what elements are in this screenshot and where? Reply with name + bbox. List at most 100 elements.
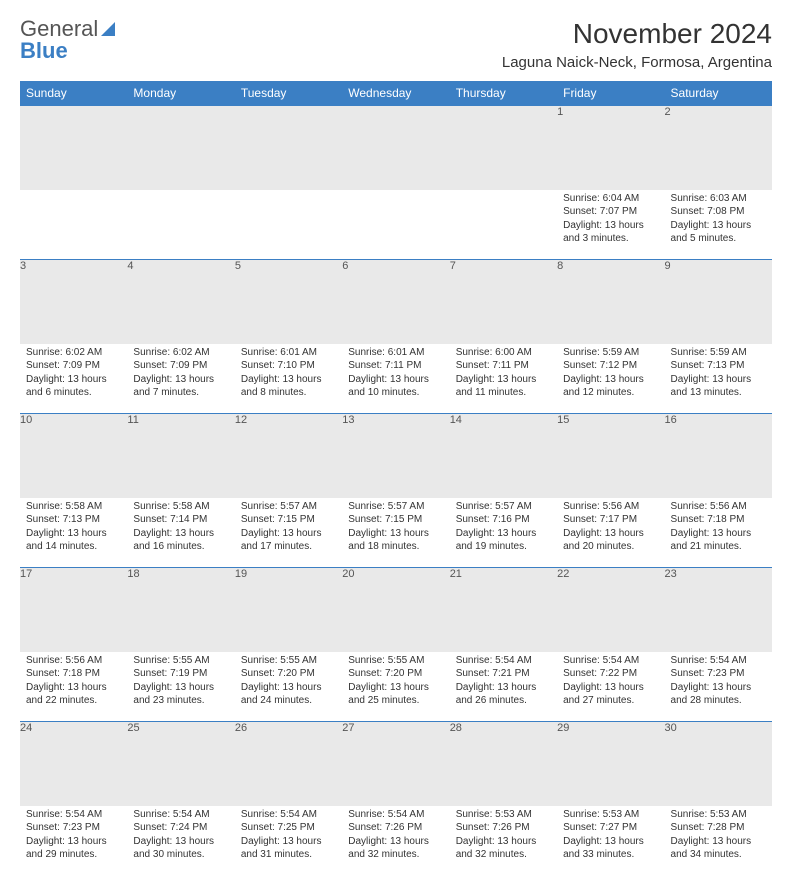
daylight-value: Daylight: 13 hours and 18 minutes. xyxy=(348,527,443,554)
sunset-value: Sunset: 7:28 PM xyxy=(671,821,766,835)
daylight-value: Daylight: 13 hours and 13 minutes. xyxy=(671,373,766,400)
day-header: Tuesday xyxy=(235,81,342,106)
day-cell: Sunrise: 5:56 AMSunset: 7:18 PMDaylight:… xyxy=(20,652,127,722)
sunset-value: Sunset: 7:14 PM xyxy=(133,513,228,527)
day-number-cell xyxy=(450,106,557,190)
day-number-cell: 23 xyxy=(665,568,772,652)
sunrise-value: Sunrise: 6:02 AM xyxy=(26,346,121,360)
sunrise-value: Sunrise: 5:55 AM xyxy=(241,654,336,668)
day-header: Saturday xyxy=(665,81,772,106)
sunset-value: Sunset: 7:13 PM xyxy=(26,513,121,527)
daylight-value: Daylight: 13 hours and 26 minutes. xyxy=(456,681,551,708)
day-number-cell: 18 xyxy=(127,568,234,652)
day-cell: Sunrise: 6:02 AMSunset: 7:09 PMDaylight:… xyxy=(20,344,127,414)
daylight-value: Daylight: 13 hours and 25 minutes. xyxy=(348,681,443,708)
day-cell: Sunrise: 5:53 AMSunset: 7:27 PMDaylight:… xyxy=(557,806,664,876)
daylight-value: Daylight: 13 hours and 32 minutes. xyxy=(348,835,443,862)
daylight-value: Daylight: 13 hours and 19 minutes. xyxy=(456,527,551,554)
daylight-value: Daylight: 13 hours and 20 minutes. xyxy=(563,527,658,554)
sunset-value: Sunset: 7:24 PM xyxy=(133,821,228,835)
title-block: November 2024 Laguna Naick-Neck, Formosa… xyxy=(502,18,772,71)
day-number-cell: 30 xyxy=(665,722,772,806)
daylight-value: Daylight: 13 hours and 27 minutes. xyxy=(563,681,658,708)
sunrise-value: Sunrise: 5:58 AM xyxy=(26,500,121,514)
day-number-cell: 16 xyxy=(665,414,772,498)
sunset-value: Sunset: 7:25 PM xyxy=(241,821,336,835)
sunrise-value: Sunrise: 5:55 AM xyxy=(133,654,228,668)
day-cell: Sunrise: 5:54 AMSunset: 7:24 PMDaylight:… xyxy=(127,806,234,876)
daylight-value: Daylight: 13 hours and 28 minutes. xyxy=(671,681,766,708)
day-cell: Sunrise: 5:54 AMSunset: 7:22 PMDaylight:… xyxy=(557,652,664,722)
day-cell: Sunrise: 6:00 AMSunset: 7:11 PMDaylight:… xyxy=(450,344,557,414)
sunset-value: Sunset: 7:20 PM xyxy=(348,667,443,681)
day-number-cell xyxy=(127,106,234,190)
day-cell: Sunrise: 5:55 AMSunset: 7:20 PMDaylight:… xyxy=(235,652,342,722)
daylight-value: Daylight: 13 hours and 31 minutes. xyxy=(241,835,336,862)
day-number-cell xyxy=(20,106,127,190)
sunset-value: Sunset: 7:08 PM xyxy=(671,205,766,219)
day-number-cell: 24 xyxy=(20,722,127,806)
calendar-table: SundayMondayTuesdayWednesdayThursdayFrid… xyxy=(20,81,772,876)
sunrise-value: Sunrise: 5:53 AM xyxy=(563,808,658,822)
page-header: General Blue November 2024 Laguna Naick-… xyxy=(20,18,772,71)
sunrise-value: Sunrise: 6:01 AM xyxy=(348,346,443,360)
day-cell: Sunrise: 6:03 AMSunset: 7:08 PMDaylight:… xyxy=(665,190,772,260)
daylight-value: Daylight: 13 hours and 34 minutes. xyxy=(671,835,766,862)
day-cell: Sunrise: 5:57 AMSunset: 7:15 PMDaylight:… xyxy=(235,498,342,568)
sunrise-value: Sunrise: 5:58 AM xyxy=(133,500,228,514)
daylight-value: Daylight: 13 hours and 3 minutes. xyxy=(563,219,658,246)
day-cell: Sunrise: 5:58 AMSunset: 7:13 PMDaylight:… xyxy=(20,498,127,568)
location-subtitle: Laguna Naick-Neck, Formosa, Argentina xyxy=(502,54,772,71)
day-number-cell: 4 xyxy=(127,260,234,344)
day-number-cell: 25 xyxy=(127,722,234,806)
sunset-value: Sunset: 7:11 PM xyxy=(348,359,443,373)
day-cell: Sunrise: 6:04 AMSunset: 7:07 PMDaylight:… xyxy=(557,190,664,260)
daylight-value: Daylight: 13 hours and 6 minutes. xyxy=(26,373,121,400)
day-cell: Sunrise: 6:02 AMSunset: 7:09 PMDaylight:… xyxy=(127,344,234,414)
sunset-value: Sunset: 7:09 PM xyxy=(133,359,228,373)
day-number-cell: 19 xyxy=(235,568,342,652)
sunrise-value: Sunrise: 5:54 AM xyxy=(456,654,551,668)
logo-triangle-icon xyxy=(101,22,115,36)
sunset-value: Sunset: 7:23 PM xyxy=(26,821,121,835)
daylight-value: Daylight: 13 hours and 5 minutes. xyxy=(671,219,766,246)
brand-logo: General Blue xyxy=(20,18,115,62)
sunset-value: Sunset: 7:12 PM xyxy=(563,359,658,373)
sunrise-value: Sunrise: 5:56 AM xyxy=(26,654,121,668)
day-cell: Sunrise: 5:58 AMSunset: 7:14 PMDaylight:… xyxy=(127,498,234,568)
sunrise-value: Sunrise: 5:53 AM xyxy=(456,808,551,822)
sunset-value: Sunset: 7:18 PM xyxy=(26,667,121,681)
sunset-value: Sunset: 7:15 PM xyxy=(348,513,443,527)
sunrise-value: Sunrise: 5:54 AM xyxy=(563,654,658,668)
day-cell xyxy=(127,190,234,260)
day-number-cell: 13 xyxy=(342,414,449,498)
day-cell: Sunrise: 5:54 AMSunset: 7:21 PMDaylight:… xyxy=(450,652,557,722)
sunset-value: Sunset: 7:07 PM xyxy=(563,205,658,219)
day-number-cell: 17 xyxy=(20,568,127,652)
sunrise-value: Sunrise: 5:53 AM xyxy=(671,808,766,822)
daylight-value: Daylight: 13 hours and 29 minutes. xyxy=(26,835,121,862)
sunset-value: Sunset: 7:18 PM xyxy=(671,513,766,527)
day-number-cell: 9 xyxy=(665,260,772,344)
sunrise-value: Sunrise: 5:59 AM xyxy=(671,346,766,360)
day-number-cell: 1 xyxy=(557,106,664,190)
day-cell: Sunrise: 5:55 AMSunset: 7:19 PMDaylight:… xyxy=(127,652,234,722)
day-number-cell: 22 xyxy=(557,568,664,652)
sunrise-value: Sunrise: 5:54 AM xyxy=(348,808,443,822)
day-cell xyxy=(342,190,449,260)
day-cell: Sunrise: 5:53 AMSunset: 7:26 PMDaylight:… xyxy=(450,806,557,876)
sunset-value: Sunset: 7:16 PM xyxy=(456,513,551,527)
daylight-value: Daylight: 13 hours and 33 minutes. xyxy=(563,835,658,862)
day-number-cell: 8 xyxy=(557,260,664,344)
day-header: Monday xyxy=(127,81,234,106)
day-number-cell: 20 xyxy=(342,568,449,652)
daylight-value: Daylight: 13 hours and 12 minutes. xyxy=(563,373,658,400)
sunrise-value: Sunrise: 5:57 AM xyxy=(456,500,551,514)
day-cell: Sunrise: 5:55 AMSunset: 7:20 PMDaylight:… xyxy=(342,652,449,722)
sunrise-value: Sunrise: 5:55 AM xyxy=(348,654,443,668)
day-cell: Sunrise: 5:56 AMSunset: 7:18 PMDaylight:… xyxy=(665,498,772,568)
sunset-value: Sunset: 7:21 PM xyxy=(456,667,551,681)
day-cell: Sunrise: 6:01 AMSunset: 7:10 PMDaylight:… xyxy=(235,344,342,414)
day-cell: Sunrise: 5:57 AMSunset: 7:16 PMDaylight:… xyxy=(450,498,557,568)
day-number-cell: 11 xyxy=(127,414,234,498)
